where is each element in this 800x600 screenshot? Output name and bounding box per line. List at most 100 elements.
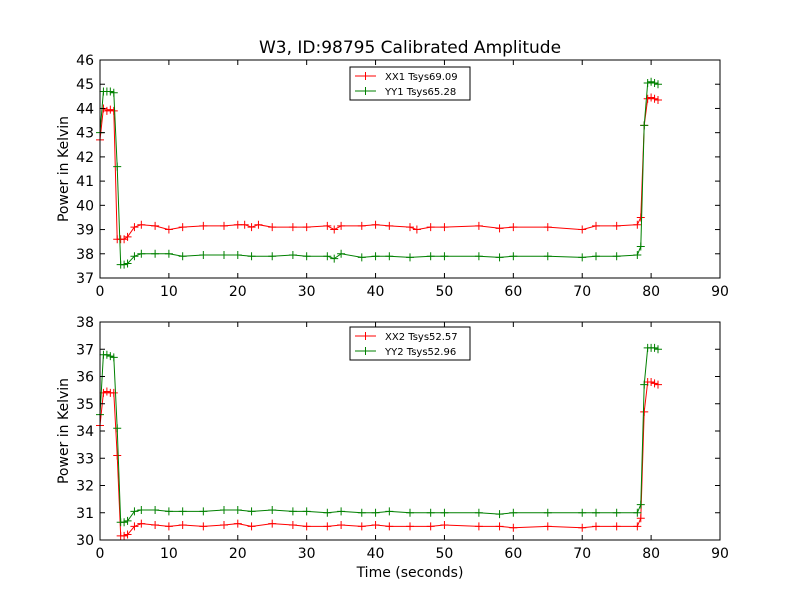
data-point xyxy=(151,521,160,530)
data-point xyxy=(654,345,662,354)
series-markers-2-1 xyxy=(96,377,662,540)
data-point xyxy=(440,252,449,261)
data-point xyxy=(151,249,160,258)
data-point xyxy=(247,252,256,261)
data-point xyxy=(102,350,111,359)
data-point xyxy=(302,252,311,261)
data-point xyxy=(137,220,146,229)
data-point xyxy=(199,250,208,259)
x-tick-label: 10 xyxy=(160,284,178,300)
series-markers-1-2 xyxy=(96,77,662,269)
x-tick-label: 10 xyxy=(160,546,178,562)
data-point xyxy=(137,249,146,258)
y-tick-label: 37 xyxy=(76,271,94,287)
plot-frame xyxy=(99,59,721,279)
data-point xyxy=(426,252,435,261)
data-point xyxy=(233,250,242,259)
y-tick-label: 33 xyxy=(76,451,94,467)
data-point xyxy=(385,252,394,261)
y-tick-label: 45 xyxy=(76,77,94,93)
data-point xyxy=(288,507,297,516)
y-tick-label: 38 xyxy=(76,247,94,263)
data-point xyxy=(106,352,115,361)
data-point xyxy=(199,522,208,531)
data-point xyxy=(164,507,173,516)
data-point xyxy=(120,518,129,527)
data-point xyxy=(654,80,662,89)
data-point xyxy=(323,221,332,230)
data-point xyxy=(406,253,414,262)
data-point xyxy=(636,242,645,251)
y-tick-label: 35 xyxy=(76,397,94,413)
data-point xyxy=(120,260,129,269)
data-point xyxy=(164,522,173,531)
data-point xyxy=(302,507,311,516)
data-point xyxy=(109,106,118,115)
data-point xyxy=(199,221,208,230)
y-tick-label: 31 xyxy=(76,506,94,522)
y-tick-label: 37 xyxy=(76,342,94,358)
data-point xyxy=(178,521,187,530)
data-point xyxy=(474,508,483,517)
data-point xyxy=(592,508,600,517)
data-point xyxy=(130,252,139,261)
data-point xyxy=(268,252,277,261)
data-point xyxy=(371,521,380,530)
data-point xyxy=(178,223,187,232)
legend-label: XX1 Tsys69.09 xyxy=(385,72,458,83)
y-tick-label: 30 xyxy=(76,533,94,549)
legend-marker xyxy=(361,332,370,340)
data-point xyxy=(650,94,659,103)
legend: XX2 Tsys52.57 YY2 Tsys52.96 xyxy=(349,326,471,361)
y-tick-label: 32 xyxy=(76,479,94,495)
data-point xyxy=(406,223,414,232)
data-point xyxy=(120,531,129,540)
x-tick-label: 20 xyxy=(229,546,247,562)
data-point xyxy=(633,508,642,517)
data-point xyxy=(151,221,160,230)
data-point xyxy=(426,508,435,517)
data-point xyxy=(385,522,394,531)
data-point xyxy=(385,221,394,230)
data-point xyxy=(220,521,228,530)
data-point xyxy=(288,521,297,530)
data-point xyxy=(268,223,277,232)
data-point xyxy=(113,451,122,460)
data-point xyxy=(650,379,659,388)
legend-marker xyxy=(361,72,370,80)
data-point xyxy=(640,380,649,389)
legend-marker xyxy=(361,347,370,355)
data-point xyxy=(509,223,518,232)
y-axis-label: Power in Kelvin xyxy=(56,116,72,222)
data-point xyxy=(123,530,132,539)
y-tick-label: 34 xyxy=(76,424,94,440)
y-tick-label: 41 xyxy=(76,174,94,190)
data-point xyxy=(474,252,483,261)
data-point xyxy=(106,87,115,96)
data-point xyxy=(636,213,645,222)
data-point xyxy=(647,377,656,386)
legend: XX1 Tsys69.09 YY1 Tsys65.28 xyxy=(349,66,471,101)
legend-box xyxy=(349,66,471,101)
data-point xyxy=(647,77,656,86)
data-point xyxy=(636,500,645,509)
data-point xyxy=(109,388,118,397)
data-point xyxy=(164,249,173,258)
data-point xyxy=(647,93,656,102)
data-point xyxy=(643,94,652,103)
x-tick-label: 80 xyxy=(642,546,660,562)
data-point xyxy=(178,507,187,516)
data-point xyxy=(220,250,228,259)
data-point xyxy=(151,506,160,515)
data-point xyxy=(578,225,587,234)
top-plot: 0 10 20 30 40 50 60 70 80 90 37 38 39 40 41 42 43 44 45 46 P… xyxy=(56,53,729,300)
data-point xyxy=(113,424,122,433)
y-tick-label: 44 xyxy=(76,101,94,117)
x-tick-label: 50 xyxy=(436,546,454,562)
data-point xyxy=(509,523,518,532)
legend-marker xyxy=(361,87,370,95)
data-point xyxy=(426,522,435,531)
data-point xyxy=(130,522,139,531)
data-point xyxy=(509,508,518,517)
